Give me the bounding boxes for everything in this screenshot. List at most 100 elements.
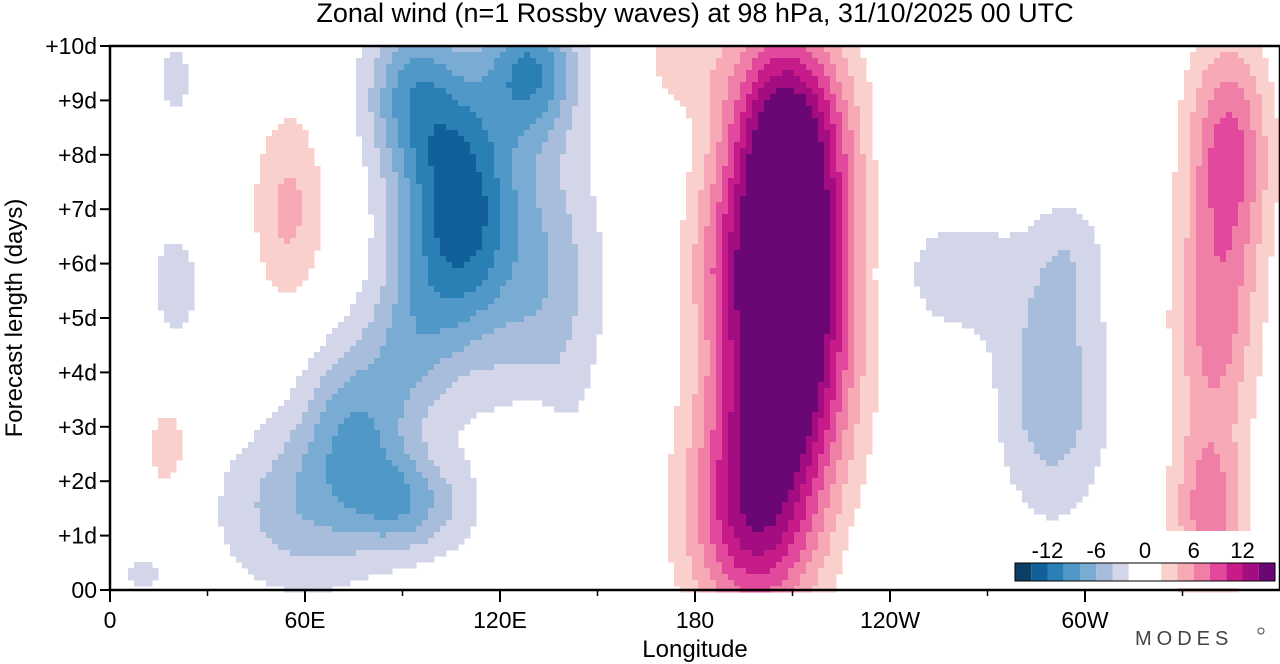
heatmap-cell — [734, 166, 741, 173]
heatmap-cell — [752, 208, 759, 215]
heatmap-cell — [836, 184, 843, 191]
heatmap-cell — [1058, 310, 1065, 317]
heatmap-cell — [1190, 208, 1197, 215]
heatmap-cell — [734, 64, 741, 71]
heatmap-cell — [794, 220, 801, 227]
heatmap-cell — [680, 58, 687, 65]
heatmap-cell — [1232, 82, 1239, 89]
heatmap-cell — [800, 160, 807, 167]
heatmap-cell — [794, 304, 801, 311]
heatmap-cell — [506, 310, 513, 317]
heatmap-cell — [1028, 226, 1035, 233]
heatmap-cell — [1244, 76, 1251, 83]
heatmap-cell — [1268, 100, 1275, 107]
heatmap-cell — [818, 178, 825, 185]
heatmap-cell — [806, 178, 813, 185]
heatmap-cell — [272, 238, 279, 245]
heatmap-cell — [254, 214, 261, 221]
heatmap-cell — [1178, 106, 1185, 113]
heatmap-cell — [572, 136, 579, 143]
heatmap-cell — [302, 220, 309, 227]
heatmap-cell — [524, 118, 531, 125]
heatmap-cell — [1004, 268, 1011, 275]
heatmap-cell — [800, 124, 807, 131]
heatmap-cell — [746, 64, 753, 71]
heatmap-cell — [548, 196, 555, 203]
heatmap-cell — [1262, 310, 1269, 317]
heatmap-cell — [368, 250, 375, 257]
heatmap-cell — [1250, 46, 1257, 53]
heatmap-cell — [1250, 268, 1257, 275]
heatmap-cell — [416, 106, 423, 113]
heatmap-cell — [1196, 94, 1203, 101]
heatmap-cell — [482, 202, 489, 209]
heatmap-cell — [446, 160, 453, 167]
heatmap-cell — [530, 286, 537, 293]
heatmap-cell — [842, 244, 849, 251]
heatmap-cell — [584, 256, 591, 263]
heatmap-cell — [470, 190, 477, 197]
heatmap-cell — [818, 268, 825, 275]
heatmap-cell — [470, 88, 477, 95]
heatmap-cell — [416, 160, 423, 167]
heatmap-cell — [812, 238, 819, 245]
heatmap-cell — [278, 178, 285, 185]
heatmap-cell — [554, 70, 561, 77]
heatmap-cell — [1064, 298, 1071, 305]
heatmap-cell — [524, 232, 531, 239]
heatmap-cell — [1232, 310, 1239, 317]
heatmap-cell — [824, 154, 831, 161]
heatmap-cell — [506, 76, 513, 83]
heatmap-cell — [854, 142, 861, 149]
heatmap-cell — [704, 256, 711, 263]
heatmap-cell — [1214, 100, 1221, 107]
heatmap-cell — [524, 178, 531, 185]
heatmap-cell — [1196, 160, 1203, 167]
heatmap-cell — [698, 232, 705, 239]
heatmap-cell — [380, 328, 387, 335]
heatmap-cell — [164, 280, 171, 287]
heatmap-cell — [1214, 214, 1221, 221]
heatmap-cell — [728, 322, 735, 329]
heatmap-cell — [1088, 244, 1095, 251]
heatmap-cell — [530, 304, 537, 311]
heatmap-cell — [1046, 244, 1053, 251]
heatmap-cell — [566, 100, 573, 107]
heatmap-cell — [278, 250, 285, 257]
heatmap-cell — [440, 58, 447, 65]
heatmap-cell — [560, 256, 567, 263]
heatmap-cell — [1082, 322, 1089, 329]
heatmap-cell — [698, 118, 705, 125]
heatmap-cell — [830, 274, 837, 281]
heatmap-cell — [452, 124, 459, 131]
heatmap-cell — [506, 124, 513, 131]
heatmap-cell — [830, 208, 837, 215]
heatmap-cell — [356, 130, 363, 137]
heatmap-cell — [524, 88, 531, 95]
heatmap-cell — [716, 262, 723, 269]
heatmap-cell — [1208, 100, 1215, 107]
heatmap-cell — [1238, 250, 1245, 257]
heatmap-cell — [1268, 244, 1275, 251]
heatmap-cell — [1244, 322, 1251, 329]
heatmap-cell — [398, 172, 405, 179]
heatmap-cell — [842, 130, 849, 137]
heatmap-cell — [1010, 238, 1017, 245]
heatmap-cell — [578, 310, 585, 317]
heatmap-cell — [308, 232, 315, 239]
heatmap-cell — [722, 268, 729, 275]
heatmap-cell — [512, 286, 519, 293]
heatmap-cell — [494, 208, 501, 215]
heatmap-cell — [962, 316, 969, 323]
heatmap-cell — [542, 142, 549, 149]
heatmap-cell — [392, 172, 399, 179]
heatmap-cell — [578, 328, 585, 335]
heatmap-cell — [506, 196, 513, 203]
heatmap-cell — [842, 148, 849, 155]
heatmap-cell — [284, 280, 291, 287]
heatmap-cell — [740, 136, 747, 143]
heatmap-cell — [788, 76, 795, 83]
heatmap-cell — [1070, 268, 1077, 275]
heatmap-cell — [278, 286, 285, 293]
heatmap-cell — [782, 76, 789, 83]
